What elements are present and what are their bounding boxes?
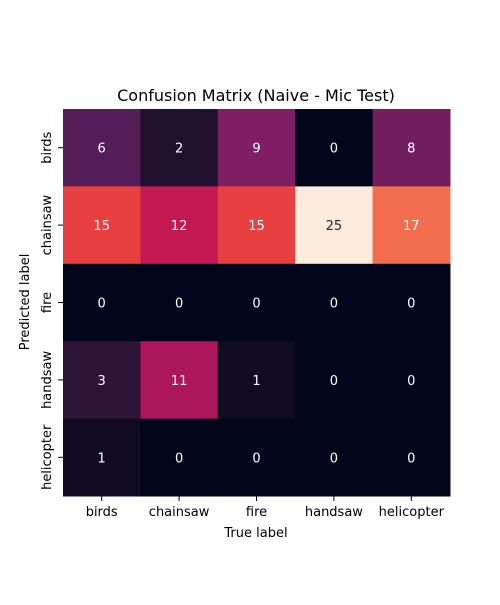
cell-value-label: 9 xyxy=(252,142,260,157)
cell-value-label: 3 xyxy=(98,374,106,389)
heatmap-cell xyxy=(63,109,141,187)
cell-value-label: 25 xyxy=(326,219,343,234)
heatmap-cells xyxy=(63,109,451,497)
heatmap-cell xyxy=(140,263,219,342)
x-tick-label: helicopter xyxy=(379,505,445,520)
heatmap-cell xyxy=(217,263,296,342)
cell-value-label: 2 xyxy=(175,142,183,157)
heatmap-cell xyxy=(140,186,219,265)
cell-value-label: 0 xyxy=(330,297,338,312)
heatmap-cell xyxy=(295,263,374,342)
x-tick-label: fire xyxy=(246,505,267,520)
y-tick-label: helicopter xyxy=(40,424,55,490)
y-axis-ticks: birds chainsaw fire handsaw helicopter xyxy=(40,131,63,490)
chart-title: Confusion Matrix (Naive - Mic Test) xyxy=(117,86,395,105)
x-axis-label: True label xyxy=(223,526,287,541)
heatmap-cell xyxy=(217,341,296,420)
y-axis-label: Predicted label xyxy=(18,254,33,351)
heatmap-cell xyxy=(63,341,141,420)
cell-value-label: 8 xyxy=(407,142,415,157)
cell-value-label: 0 xyxy=(175,297,183,312)
cell-value-label: 0 xyxy=(252,297,260,312)
heatmap-cell xyxy=(372,341,451,420)
cell-value-label: 0 xyxy=(98,297,106,312)
y-tick-label: birds xyxy=(40,131,55,163)
heatmap-cell xyxy=(140,109,219,187)
cell-value-label: 0 xyxy=(407,451,415,466)
y-tick-label: fire xyxy=(40,292,55,313)
heatmap-cell xyxy=(217,186,296,265)
y-tick-label: handsaw xyxy=(40,351,55,409)
heatmap-cell xyxy=(63,418,141,497)
y-tick-label: chainsaw xyxy=(40,194,55,255)
cell-value-label: 12 xyxy=(171,219,188,234)
cell-value-labels: 6 2 9 0 815 12 15 25 170 0 0 0 03 11 1 0 01 0 0 0 0 xyxy=(93,142,419,467)
heatmap-cell xyxy=(372,109,451,187)
heatmap-cell xyxy=(140,418,219,497)
x-tick-label: chainsaw xyxy=(149,505,210,520)
cell-value-label: 15 xyxy=(93,219,110,234)
cell-value-label: 0 xyxy=(407,374,415,389)
cell-value-label: 6 xyxy=(98,142,106,157)
cell-value-label: 0 xyxy=(330,374,338,389)
x-tick-label: handsaw xyxy=(305,505,363,520)
cell-value-label: 0 xyxy=(330,142,338,157)
heatmap-cell xyxy=(63,186,141,265)
heatmap-cell xyxy=(295,109,374,187)
heatmap-cell xyxy=(372,186,451,265)
x-axis-ticks: birds chainsaw fire handsaw helicopter xyxy=(86,496,445,520)
x-tick-label: birds xyxy=(86,505,118,520)
heatmap-cell xyxy=(217,418,296,497)
heatmap-cell xyxy=(217,109,296,187)
cell-value-label: 0 xyxy=(175,451,183,466)
cell-value-label: 11 xyxy=(171,374,188,389)
heatmap-cell xyxy=(372,418,451,497)
heatmap-cell xyxy=(295,186,374,265)
heatmap-cell xyxy=(140,341,219,420)
cell-value-label: 1 xyxy=(252,374,260,389)
cell-value-label: 17 xyxy=(403,219,420,234)
cell-value-label: 0 xyxy=(252,451,260,466)
heatmap-cell xyxy=(63,263,141,342)
cell-value-label: 15 xyxy=(248,219,265,234)
cell-value-label: 0 xyxy=(407,297,415,312)
cell-value-label: 1 xyxy=(98,451,106,466)
heatmap-cell xyxy=(295,341,374,420)
heatmap-cell xyxy=(295,418,374,497)
heatmap-cell xyxy=(372,263,451,342)
cell-value-label: 0 xyxy=(330,451,338,466)
